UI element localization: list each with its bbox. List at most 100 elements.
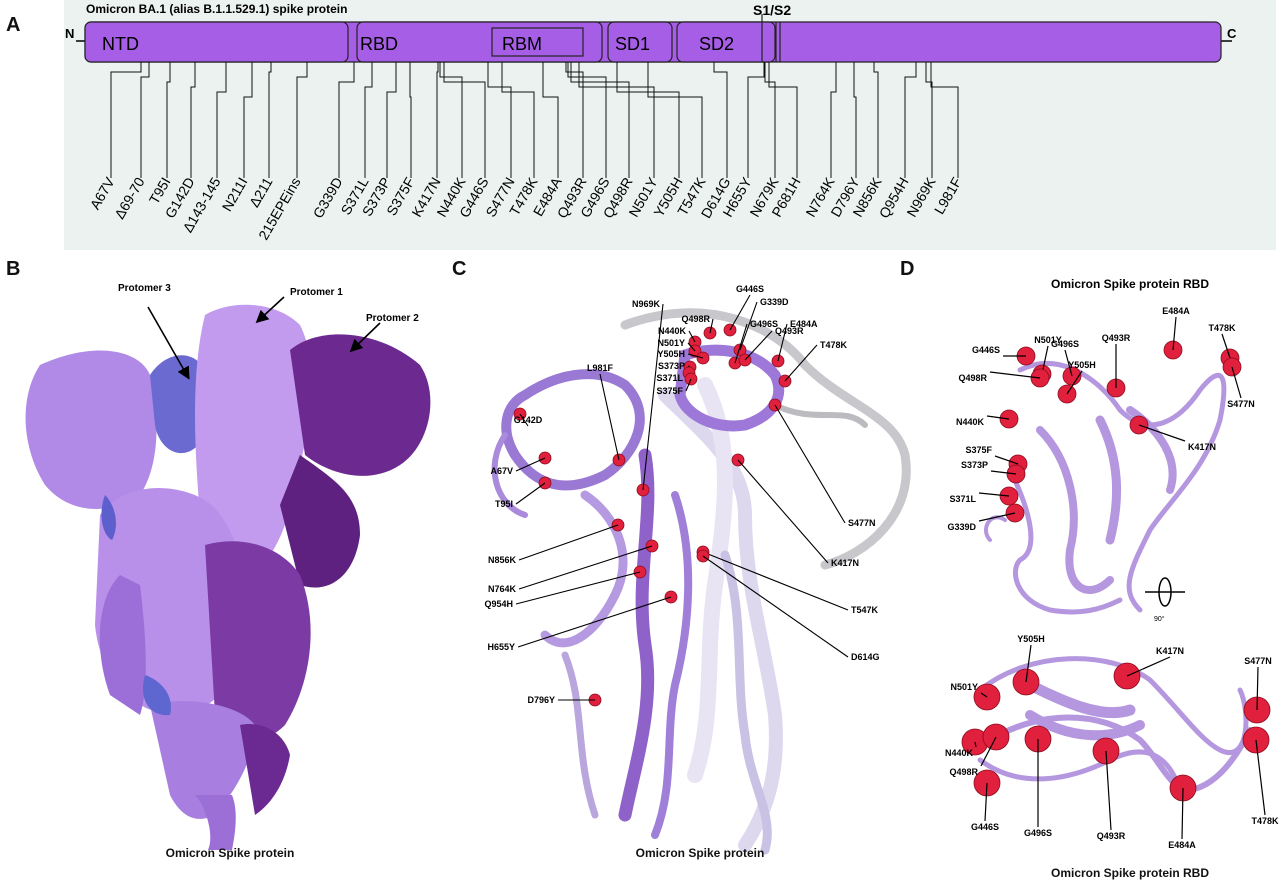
d-top-callout-s371l <box>978 492 1010 497</box>
leader-215epeins <box>296 62 308 178</box>
d-bot-label-k417n: K417N <box>1156 646 1184 656</box>
d-top-callout-e484a <box>1172 316 1177 351</box>
leader-g339d <box>338 62 355 178</box>
callout-line-s477n <box>774 404 846 524</box>
d-top-label-q493r: Q493R <box>1102 333 1131 343</box>
n-terminus-label: N <box>65 26 74 41</box>
callout-line-k417n <box>737 459 829 564</box>
d-top-callout-y505h <box>1066 370 1083 395</box>
callout-line-s375f <box>685 378 692 392</box>
mutation-leader-lines <box>110 62 959 178</box>
callout-line-n764k <box>518 545 653 590</box>
panel-c-label-e484a: E484A <box>790 319 818 329</box>
d-bot-callout-t478k <box>1255 739 1266 816</box>
sd1-domain-box <box>607 21 673 63</box>
d-top-label-s371l: S371L <box>949 494 976 504</box>
panel-c-label-s371l: S371L <box>656 373 683 383</box>
panel-d-labels: G446SN501YG496SQ493RE484AT478KY505HQ498R… <box>945 306 1279 850</box>
panel-c-label-t95i: T95I <box>495 499 513 509</box>
d-bot-label-q498r: Q498R <box>949 767 978 777</box>
leader-h655y <box>747 62 765 178</box>
callout-line-t547k <box>702 551 849 611</box>
leader-t478k <box>501 62 535 178</box>
callout-line-y505h <box>687 353 704 359</box>
callout-line-q498r <box>709 318 714 334</box>
leader-p681h <box>768 62 798 178</box>
d-top-label-n440k: N440K <box>956 417 985 427</box>
panel-c-label-d796y: D796Y <box>527 695 555 705</box>
callout-line-n856k <box>518 524 619 561</box>
panel-d-rbd-views: Omicron Spike protein RBD 90° G446S N501Y… <box>945 277 1279 850</box>
d-bot-label-s477n: S477N <box>1244 656 1272 666</box>
d-top-callout-k417n <box>1138 424 1186 442</box>
ntd-label: NTD <box>102 34 139 54</box>
leader-n856k <box>873 62 879 178</box>
d-top-label-t478k: T478K <box>1208 323 1236 333</box>
panel-c-label-t478k: T478K <box>820 340 848 350</box>
panel-d-mutation-markers <box>961 316 1271 840</box>
panel-c-label-s375f: S375F <box>656 386 683 396</box>
d-top-label-y505h: Y505H <box>1068 360 1096 370</box>
d-top-label-q498r: Q498R <box>958 373 987 383</box>
panel-d-caption: Omicron Spike protein RBD <box>1050 866 1210 880</box>
leader-d614g <box>713 62 728 178</box>
panel-letter-b: B <box>6 258 21 280</box>
panel-c-label-q498r: Q498R <box>681 314 710 324</box>
leader-d796y <box>853 62 857 178</box>
callout-line-g496s <box>734 323 748 364</box>
callout-line-d614g <box>702 555 849 658</box>
d-top-callout-g496s <box>1064 349 1073 377</box>
d-top-label-g339d: G339D <box>947 522 976 532</box>
callout-line-n440k <box>688 330 696 343</box>
d-bot-label-g446s: G446S <box>971 822 999 832</box>
d-top-label-g446s: G446S <box>972 345 1000 355</box>
panel-c-label-s477n: S477N <box>848 518 876 528</box>
d-bot-callout-q498r <box>980 736 997 767</box>
d-bot-callout-n440k <box>974 741 977 748</box>
protomer-3-label: Protomer 3 <box>118 283 171 294</box>
leader-n679k <box>764 62 776 178</box>
panel-c-label-g446s: G446S <box>736 284 764 294</box>
leader-l981f <box>930 62 959 178</box>
leader-69-70 <box>140 62 150 178</box>
mutation-label-n211i: N211I <box>219 175 251 214</box>
leader-n440k <box>439 62 463 178</box>
c-terminus-label: C <box>1227 26 1237 41</box>
leader-a67v <box>110 62 142 178</box>
mutation-label-a67v: A67V <box>87 174 118 212</box>
leader-n764k <box>830 62 837 178</box>
d-bot-callout-s477n <box>1256 666 1259 711</box>
panel-c-label-k417n: K417N <box>831 558 859 568</box>
callout-line-g446s <box>729 294 751 331</box>
domain-map-svg: Omicron BA.1 (alias B.1.1.529.1) spike p… <box>65 2 1237 242</box>
mutation-label-69-70: Δ69-70 <box>111 174 148 221</box>
callout-line-a67v <box>515 457 546 472</box>
rbm-domain-box <box>491 27 584 57</box>
sd2-label: SD2 <box>699 34 734 54</box>
callout-line-q493r <box>744 330 773 361</box>
panel-d-title: Omicron Spike protein RBD <box>1051 277 1209 291</box>
panel-c-label-g339d: G339D <box>760 297 789 307</box>
panel-c-label-s373p: S373P <box>658 361 685 371</box>
leader-s371l <box>364 62 373 178</box>
spike-ribbon-structure <box>491 308 911 855</box>
d-top-label-s477n: S477N <box>1227 399 1255 409</box>
leader-143-145 <box>216 62 227 178</box>
protomer-2-label: Protomer 2 <box>366 313 419 324</box>
d-top-callout-s375f <box>994 455 1019 465</box>
leader-t95i <box>166 62 171 178</box>
callout-line-l981f <box>599 373 620 461</box>
callout-line-e484a <box>777 323 788 362</box>
callout-line-g142d <box>519 413 529 427</box>
panel-c-label-t547k: T547K <box>851 605 879 615</box>
leader-s477n <box>487 62 512 178</box>
panel-c-label-n969k: N969K <box>632 299 661 309</box>
d-bot-label-y505h: Y505H <box>1017 634 1045 644</box>
rbm-label: RBM <box>502 34 542 54</box>
d-top-label-s373p: S373P <box>961 460 988 470</box>
leader-g496s <box>567 62 607 178</box>
panel-c-label-g496s: G496S <box>750 319 778 329</box>
d-bot-callout-n501y <box>980 692 988 698</box>
spike-density-surface <box>25 304 431 850</box>
leader-s373p <box>386 62 397 178</box>
